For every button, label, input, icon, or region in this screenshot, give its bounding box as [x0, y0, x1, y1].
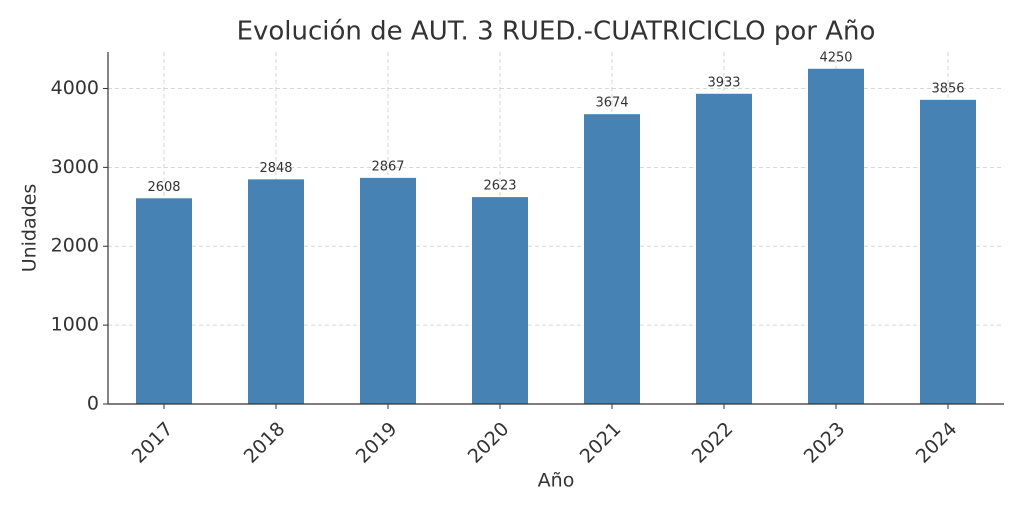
x-tick-label: 2017 [128, 418, 178, 468]
x-tick-label: 2024 [912, 418, 962, 468]
y-tick-label: 2000 [51, 235, 99, 257]
data-label: 2867 [371, 159, 404, 174]
x-tick-label: 2020 [464, 418, 514, 468]
data-label: 3674 [595, 96, 628, 111]
y-tick-label: 3000 [51, 156, 99, 178]
x-tick-label: 2023 [800, 418, 850, 468]
y-tick-label: 4000 [51, 77, 99, 99]
y-tick-label: 1000 [51, 314, 99, 336]
bar [248, 179, 304, 404]
data-label: 4250 [819, 50, 852, 65]
bar [136, 198, 192, 404]
x-tick-label: 2019 [352, 418, 402, 468]
chart-title: Evolución de AUT. 3 RUED.-CUATRICICLO po… [237, 17, 876, 47]
bar [696, 93, 752, 404]
bar [360, 177, 416, 404]
y-axis-label: Unidades [19, 184, 41, 273]
data-label: 2623 [483, 179, 516, 194]
x-axis-label: Año [538, 470, 575, 492]
bar [472, 197, 528, 404]
bar [920, 99, 976, 404]
data-label: 2848 [259, 161, 292, 176]
x-tick-label: 2018 [240, 418, 290, 468]
data-label: 3856 [931, 81, 964, 96]
bar [584, 114, 640, 404]
x-tick-label: 2021 [576, 418, 626, 468]
data-label: 2608 [147, 180, 180, 195]
data-label: 3933 [707, 75, 740, 90]
bar [808, 68, 864, 404]
x-tick-label: 2022 [688, 418, 738, 468]
y-tick-label: 0 [87, 393, 99, 415]
